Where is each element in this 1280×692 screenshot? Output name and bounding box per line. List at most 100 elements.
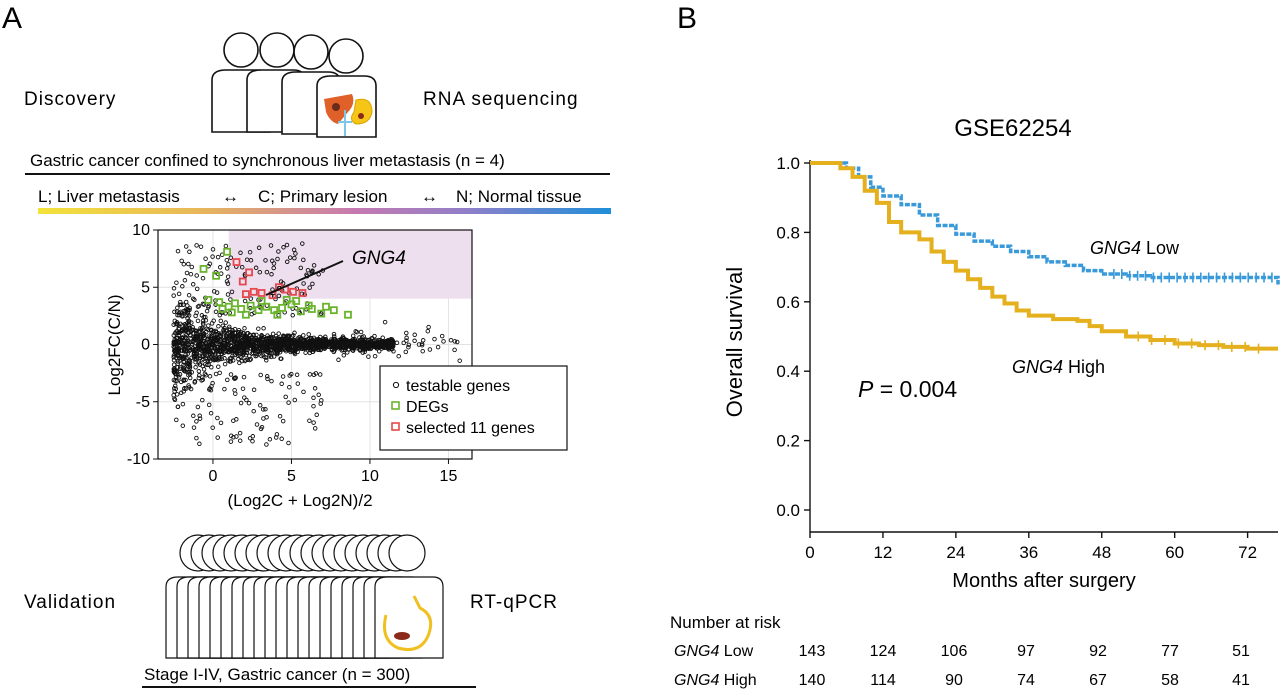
- ma-testable-point: [203, 318, 209, 323]
- ma-testable-point: [248, 258, 254, 263]
- ma-testable-point: [310, 281, 315, 287]
- ma-testable-point: [388, 337, 394, 342]
- ma-testable-point: [182, 368, 187, 374]
- ma-testable-point: [205, 336, 210, 342]
- ma-testable-point: [177, 337, 183, 343]
- ma-testable-point: [192, 297, 197, 303]
- ma-testable-point: [243, 352, 249, 358]
- ma-testable-point: [203, 256, 208, 261]
- ma-testable-point: [248, 296, 254, 301]
- ma-testable-point: [281, 340, 286, 345]
- ma-testable-point: [292, 339, 297, 344]
- ma-testable-point: [184, 270, 190, 276]
- km-x-tick-label: 24: [946, 543, 965, 562]
- ma-testable-point: [251, 387, 257, 393]
- ma-testable-point: [226, 347, 232, 352]
- ma-testable-point: [177, 302, 183, 308]
- ma-testable-point: [420, 338, 426, 343]
- ma-testable-point: [228, 332, 233, 338]
- comparison-arrow-lc: ↔: [222, 187, 239, 206]
- ma-testable-point: [301, 333, 306, 338]
- ma-testable-point: [292, 255, 297, 261]
- ma-testable-point: [177, 366, 183, 372]
- ma-testable-point: [401, 340, 406, 346]
- ma-testable-point: [382, 319, 388, 325]
- ma-testable-point: [287, 373, 292, 378]
- ma-testable-point: [269, 272, 274, 277]
- ma-testable-point: [217, 370, 222, 376]
- ma-testable-point: [276, 331, 281, 336]
- ma-legend: testable genes DEGs selected 11 genes: [379, 365, 568, 451]
- ma-testable-point: [191, 425, 197, 430]
- ma-testable-point: [185, 310, 191, 316]
- ma-testable-point: [176, 375, 182, 380]
- ma-testable-point: [207, 261, 213, 267]
- ma-testable-point: [175, 248, 181, 254]
- km-x-axis-label: Months after surgery: [952, 570, 1135, 592]
- risk-row-low-label: GNG4 Low: [674, 643, 754, 660]
- ma-testable-point: [174, 335, 179, 341]
- ma-deg-point: [317, 309, 326, 318]
- ma-testable-point: [172, 389, 177, 394]
- ma-testable-point: [228, 372, 234, 377]
- ma-testable-point: [200, 325, 205, 331]
- ma-testable-point: [186, 318, 192, 324]
- km-title: GSE62254: [954, 115, 1071, 142]
- km-y-tick-label: 0.8: [776, 223, 800, 242]
- ma-testable-point: [172, 397, 178, 403]
- ma-deg-point: [199, 265, 208, 273]
- ma-testable-point: [284, 344, 290, 349]
- ma-testable-point: [213, 309, 219, 315]
- ma-testable-point: [185, 351, 191, 356]
- ma-testable-point: [217, 312, 223, 318]
- ma-testable-point: [369, 336, 375, 342]
- ma-testable-point: [283, 394, 288, 400]
- ma-testable-point: [314, 412, 319, 418]
- km-low-label-group: Low: [1141, 238, 1180, 258]
- ma-testable-point: [275, 341, 281, 347]
- ma-testable-point: [332, 343, 337, 349]
- ma-testable-point: [412, 332, 417, 338]
- ma-testable-point: [204, 353, 210, 358]
- ma-deg-point: [344, 310, 352, 319]
- ma-testable-point: [222, 330, 228, 336]
- ma-testable-point: [228, 439, 234, 444]
- ma-testable-point: [199, 313, 205, 318]
- ma-testable-point: [217, 356, 222, 362]
- risk-cell: 106: [941, 643, 968, 660]
- ma-testable-point: [220, 323, 226, 328]
- ma-testable-point: [457, 358, 462, 363]
- validation-people-icon: [165, 534, 444, 659]
- gng4-annotation: GNG4: [352, 248, 406, 269]
- ma-testable-point: [252, 347, 257, 353]
- ma-testable-point: [241, 374, 247, 380]
- legend-selected-marker: [391, 422, 400, 431]
- ma-testable-point: [174, 346, 180, 351]
- ma-testable-point: [286, 440, 291, 446]
- ma-testable-point: [303, 350, 308, 355]
- ma-testable-point: [171, 386, 177, 391]
- ma-testable-point: [307, 285, 312, 290]
- risk-row-low-group: Low: [719, 643, 753, 660]
- ma-testable-point: [181, 308, 187, 314]
- ma-testable-point: [242, 298, 248, 304]
- cohort-label: Gastric cancer confined to synchronous l…: [30, 151, 505, 170]
- ma-testable-point: [290, 313, 295, 318]
- ma-testable-point: [314, 341, 320, 346]
- ma-testable-point: [287, 384, 292, 390]
- ma-deg-point: [204, 295, 213, 304]
- ma-testable-point: [331, 349, 337, 355]
- ma-testable-point: [202, 348, 207, 354]
- ma-testable-point: [311, 403, 316, 409]
- ma-testable-point: [261, 326, 266, 331]
- ma-testable-point: [380, 341, 386, 346]
- ma-testable-point: [213, 371, 219, 377]
- ma-testable-point: [182, 354, 188, 360]
- ma-testable-point: [210, 247, 216, 252]
- ma-selected-genes: [232, 258, 307, 300]
- comparison-row: L; Liver metastasis ↔ C; Primary lesion …: [38, 187, 582, 206]
- ma-testable-point: [181, 377, 187, 382]
- ma-testable-point: [180, 401, 186, 407]
- ma-testable-point: [236, 330, 241, 335]
- ma-testable-point: [181, 389, 186, 394]
